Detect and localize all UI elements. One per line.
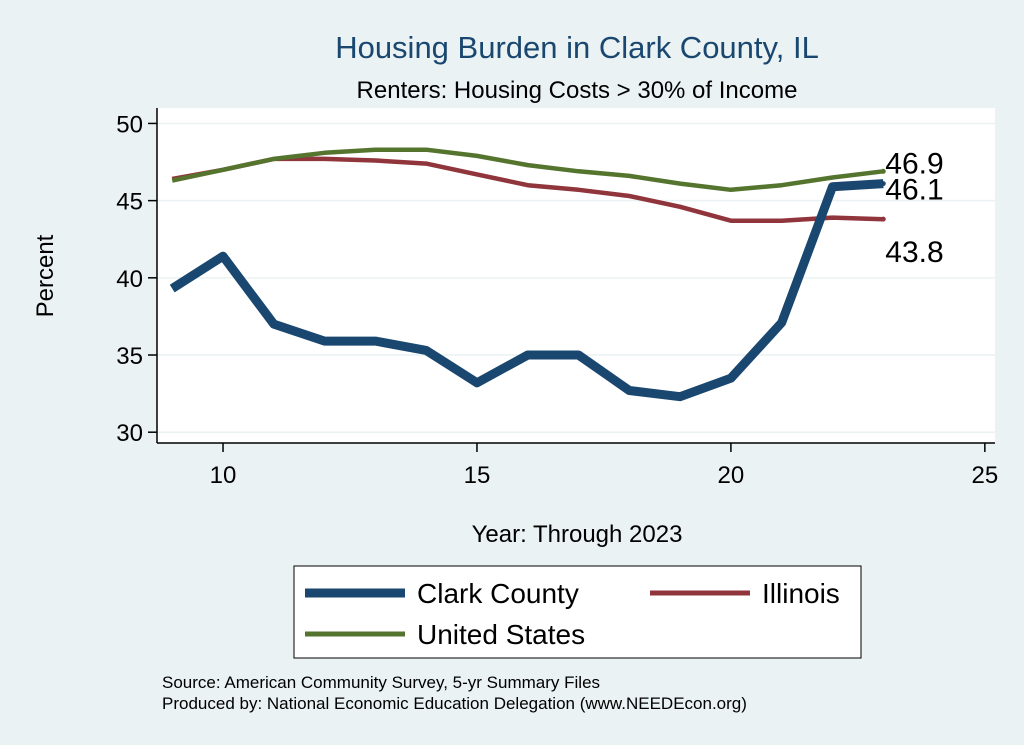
end-labels: 46.1 43.8 46.9 bbox=[885, 147, 943, 269]
producer-note: Produced by: National Economic Education… bbox=[162, 694, 747, 713]
y-ticks: 30 35 40 45 50 bbox=[116, 111, 157, 447]
y-tick-label: 45 bbox=[116, 189, 143, 216]
plot-area bbox=[157, 108, 995, 443]
grid-lines bbox=[157, 122, 995, 433]
source-note: Source: American Community Survey, 5-yr … bbox=[162, 673, 600, 692]
legend: Clark County Illinois United States bbox=[293, 565, 862, 659]
end-point-illinois bbox=[880, 216, 886, 222]
series-lines bbox=[169, 147, 886, 402]
y-tick-label: 50 bbox=[116, 111, 143, 138]
chart-subtitle: Renters: Housing Costs > 30% of Income bbox=[357, 77, 798, 104]
y-tick-label: 35 bbox=[116, 343, 143, 370]
x-tick-label: 20 bbox=[718, 462, 745, 489]
y-tick-label: 40 bbox=[116, 266, 143, 293]
y-axis-title: Percent bbox=[32, 234, 59, 317]
end-label-illinois: 43.8 bbox=[885, 236, 943, 269]
end-label-clark-county: 46.1 bbox=[885, 174, 943, 207]
legend-label-clark-county: Clark County bbox=[417, 578, 579, 609]
end-point-united-states bbox=[880, 168, 886, 174]
end-label-united-states: 46.9 bbox=[885, 147, 943, 180]
x-tick-label: 15 bbox=[464, 462, 491, 489]
x-ticks: 10 15 20 25 bbox=[210, 443, 998, 489]
x-tick-label: 25 bbox=[971, 462, 998, 489]
legend-box bbox=[293, 565, 862, 659]
x-tick-label: 10 bbox=[210, 462, 237, 489]
chart-title: Housing Burden in Clark County, IL bbox=[335, 30, 819, 65]
end-point-clark-county bbox=[880, 181, 886, 187]
legend-label-illinois: Illinois bbox=[762, 578, 840, 609]
series-line-united-states bbox=[171, 147, 884, 193]
y-tick-label: 30 bbox=[116, 420, 143, 447]
x-axis-title: Year: Through 2023 bbox=[472, 521, 683, 548]
legend-label-united-states: United States bbox=[417, 619, 585, 650]
series-line-clark-county bbox=[169, 179, 884, 402]
